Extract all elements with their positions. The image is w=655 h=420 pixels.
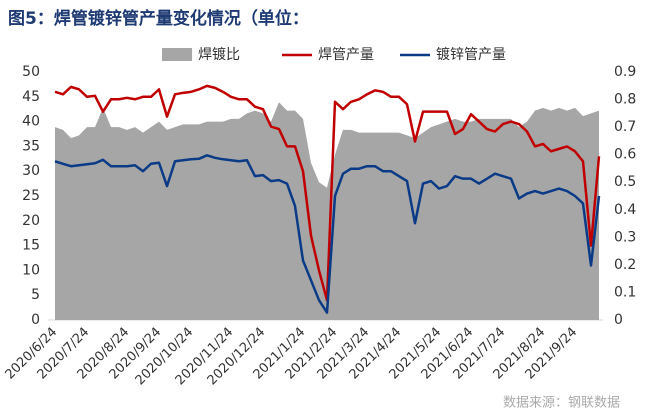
y2-tick-label: 0.8 — [614, 92, 636, 108]
legend-label: 焊管产量 — [318, 47, 374, 63]
y2-tick-label: 0.2 — [614, 257, 636, 273]
series-line — [54, 154, 601, 314]
y-tick-label: 30 — [22, 163, 40, 179]
y2-tick-label: 0.4 — [614, 202, 636, 218]
y-tick-label: 45 — [22, 89, 40, 105]
y-tick-label: 20 — [22, 213, 40, 229]
y2-tick-label: 0.7 — [614, 119, 636, 135]
y2-tick-label: 0.5 — [614, 174, 636, 190]
y-tick-label: 35 — [22, 138, 40, 154]
legend-label: 镀锌管产量 — [436, 46, 506, 63]
y-tick-label: 40 — [22, 114, 40, 130]
y-tick-label: 0 — [31, 312, 40, 328]
y-tick-label: 10 — [22, 262, 40, 278]
y2-tick-label: 0 — [614, 312, 623, 328]
y2-tick-label: 0.3 — [614, 229, 636, 245]
legend-label: 焊镀比 — [198, 46, 240, 63]
y-tick-label: 25 — [22, 188, 40, 204]
y-tick-label: 15 — [22, 238, 40, 254]
chart-title: 图5：焊管镀锌管产量变化情况（单位： — [8, 8, 309, 29]
y2-tick-label: 0.1 — [614, 284, 636, 300]
y-tick-label: 50 — [22, 64, 40, 80]
y2-tick-label: 0.9 — [614, 64, 636, 80]
legend-swatch — [162, 48, 192, 61]
ratio-area — [55, 102, 599, 320]
source-note: 数据来源：钢联数据 — [503, 396, 620, 411]
y2-tick-label: 0.6 — [614, 147, 636, 163]
y-tick-label: 5 — [31, 287, 40, 303]
